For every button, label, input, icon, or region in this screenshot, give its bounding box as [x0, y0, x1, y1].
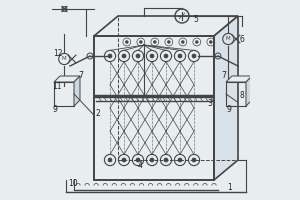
Circle shape [122, 158, 126, 162]
Circle shape [125, 41, 128, 43]
Circle shape [140, 41, 142, 43]
Text: 3: 3 [208, 99, 212, 108]
Text: M: M [62, 56, 67, 62]
Text: 6: 6 [240, 36, 244, 45]
Circle shape [150, 54, 154, 58]
Text: 5: 5 [194, 16, 198, 24]
Circle shape [136, 158, 140, 162]
Polygon shape [214, 16, 238, 180]
Circle shape [192, 158, 196, 162]
Polygon shape [94, 16, 238, 36]
Circle shape [108, 54, 112, 58]
Circle shape [182, 41, 184, 43]
Text: 4: 4 [138, 160, 142, 170]
Bar [94, 36, 214, 180]
Circle shape [195, 41, 198, 43]
Polygon shape [226, 76, 252, 82]
Circle shape [164, 158, 168, 162]
Text: 9: 9 [52, 106, 57, 114]
Text: 7: 7 [79, 72, 83, 80]
Text: 10: 10 [68, 178, 78, 188]
Circle shape [164, 54, 168, 58]
Text: 12: 12 [53, 49, 62, 58]
Text: 7: 7 [222, 72, 226, 80]
Circle shape [192, 54, 196, 58]
Text: 8: 8 [240, 92, 244, 100]
Polygon shape [246, 76, 252, 106]
Circle shape [153, 41, 156, 43]
Text: 9: 9 [226, 106, 231, 114]
Circle shape [108, 158, 112, 162]
Circle shape [122, 54, 126, 58]
Circle shape [178, 158, 182, 162]
Circle shape [178, 54, 182, 58]
Text: 2: 2 [96, 110, 100, 118]
Bar [226, 82, 246, 106]
Circle shape [150, 158, 154, 162]
Circle shape [209, 41, 212, 43]
Text: 1: 1 [228, 184, 232, 192]
Text: M: M [226, 36, 231, 42]
Text: 11: 11 [52, 82, 62, 90]
Bar [94, 36, 214, 180]
Polygon shape [74, 76, 80, 106]
Bar [54, 82, 74, 106]
Circle shape [167, 41, 170, 43]
Circle shape [136, 54, 140, 58]
Polygon shape [54, 76, 80, 82]
